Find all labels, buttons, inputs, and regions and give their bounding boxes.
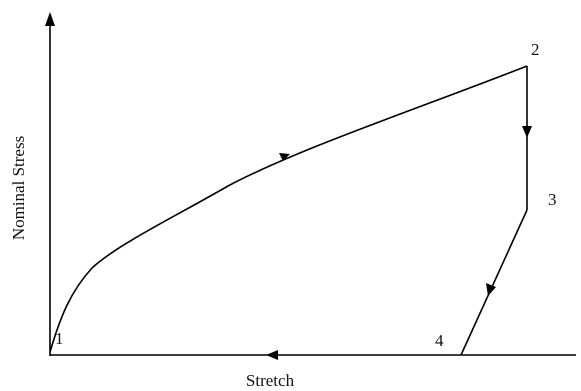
arrow-down-2-to-3 [522, 126, 532, 138]
arrow-on-loading-curve [279, 153, 290, 161]
arrow-left-on-x-axis [266, 350, 278, 360]
arrow-on-3-to-4 [486, 283, 496, 296]
point-label-4: 4 [435, 331, 444, 350]
y-axis-title: Nominal Stress [9, 136, 28, 240]
point-label-1: 1 [55, 329, 64, 348]
x-axis-title: Stretch [246, 371, 295, 390]
point-label-2: 2 [531, 40, 540, 59]
loading-curve-1-to-2 [49, 65, 528, 353]
point-label-3: 3 [548, 190, 557, 209]
axes [49, 22, 576, 356]
y-axis-arrowhead [45, 12, 55, 26]
segment-3-to-4 [460, 209, 528, 356]
